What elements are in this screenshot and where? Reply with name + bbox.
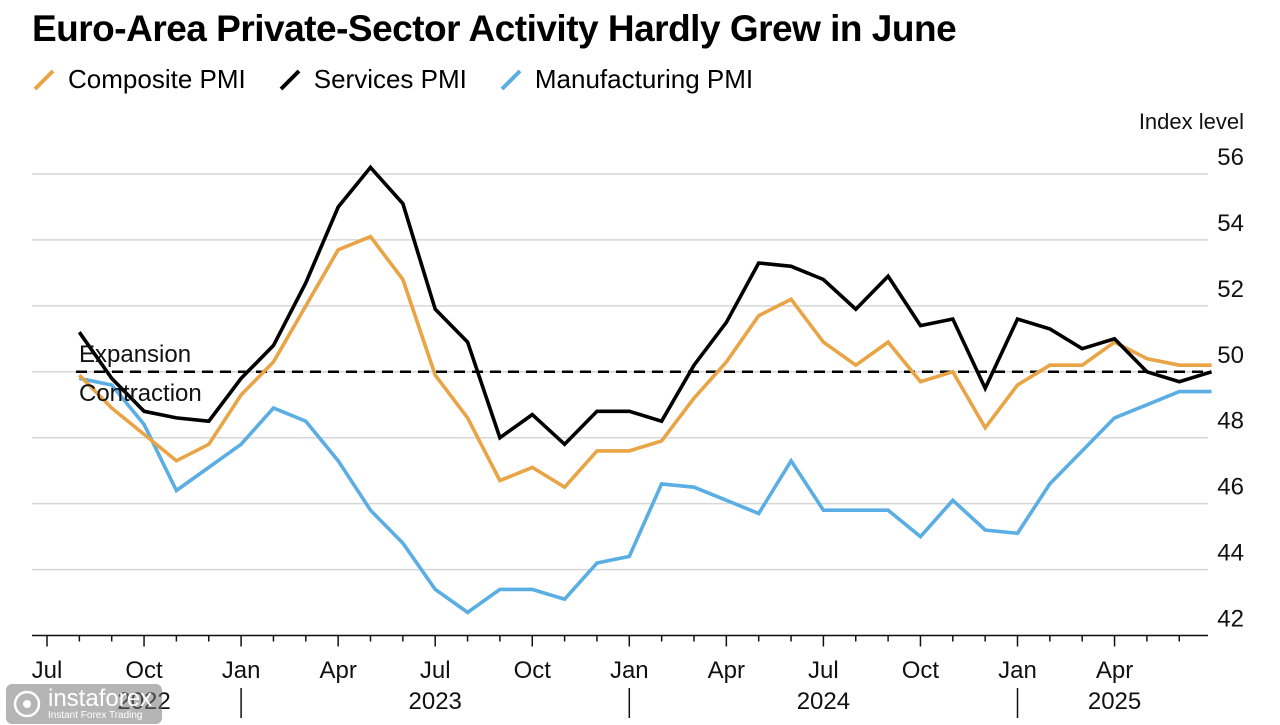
y-tick-label: 46 — [1217, 474, 1244, 501]
gridlines — [32, 173, 1208, 637]
contraction-label: Contraction — [79, 380, 202, 407]
series-lines — [77, 164, 1213, 615]
legend-swatch-manufacturing — [500, 69, 522, 90]
x-year-label-2025: 2025 — [1088, 688, 1141, 715]
y-tick-label: 48 — [1217, 408, 1244, 435]
y-axis-title: Index level — [1139, 109, 1244, 134]
x-tick-label-jul: Jul — [420, 657, 451, 684]
legend: Composite PMI Services PMI Manufacturing… — [32, 64, 785, 95]
y-tick-label: 56 — [1217, 144, 1244, 171]
x-tick-label-jan: Jan — [610, 657, 649, 684]
expansion-label: Expansion — [79, 341, 191, 368]
instaforex-logo-icon — [13, 690, 41, 718]
watermark-subtext: Instant Forex Trading — [48, 710, 143, 721]
x-tick-label-oct: Oct — [125, 657, 163, 684]
x-year-label-2023: 2023 — [409, 688, 462, 715]
y-tick-label: 42 — [1217, 606, 1244, 633]
x-tick-label-oct: Oct — [514, 657, 552, 684]
y-tick-label: 52 — [1217, 276, 1244, 303]
axis-labels: 42 44 46 48 50 52 54 56 Index level Jul Oct Jan Apr J… — [32, 109, 1244, 715]
watermark-text: instaforex — [48, 685, 153, 712]
x-tick-label-apr: Apr — [319, 657, 356, 684]
services-pmi-line — [77, 164, 1213, 447]
x-tick-label-oct: Oct — [902, 657, 940, 684]
x-tick-label-jan: Jan — [998, 657, 1037, 684]
legend-label-services: Services PMI — [313, 64, 467, 94]
legend-item-manufacturing: Manufacturing PMI — [499, 64, 753, 95]
x-tick-label-jul: Jul — [808, 657, 839, 684]
y-tick-label: 50 — [1217, 342, 1244, 369]
composite-pmi-line — [78, 234, 1212, 490]
chart-title: Euro-Area Private-Sector Activity Hardly… — [32, 8, 957, 49]
legend-item-services: Services PMI — [278, 64, 467, 95]
x-tick-label-jul: Jul — [32, 657, 63, 684]
legend-item-composite: Composite PMI — [32, 64, 246, 95]
x-year-label-2024: 2024 — [797, 688, 850, 715]
x-tick-label-jan: Jan — [222, 657, 261, 684]
legend-label-manufacturing: Manufacturing PMI — [534, 64, 754, 94]
legend-swatch-services — [279, 69, 301, 90]
manufacturing-pmi-line — [78, 376, 1212, 615]
y-tick-label: 44 — [1217, 540, 1244, 567]
legend-label-composite: Composite PMI — [68, 64, 246, 94]
x-tick-label-apr: Apr — [708, 657, 745, 684]
watermark: instaforex Instant Forex Trading — [6, 684, 163, 724]
y-tick-label: 54 — [1217, 210, 1244, 237]
x-tick-label-apr: Apr — [1096, 657, 1133, 684]
x-axis — [32, 634, 1208, 718]
legend-swatch-composite — [33, 69, 55, 90]
